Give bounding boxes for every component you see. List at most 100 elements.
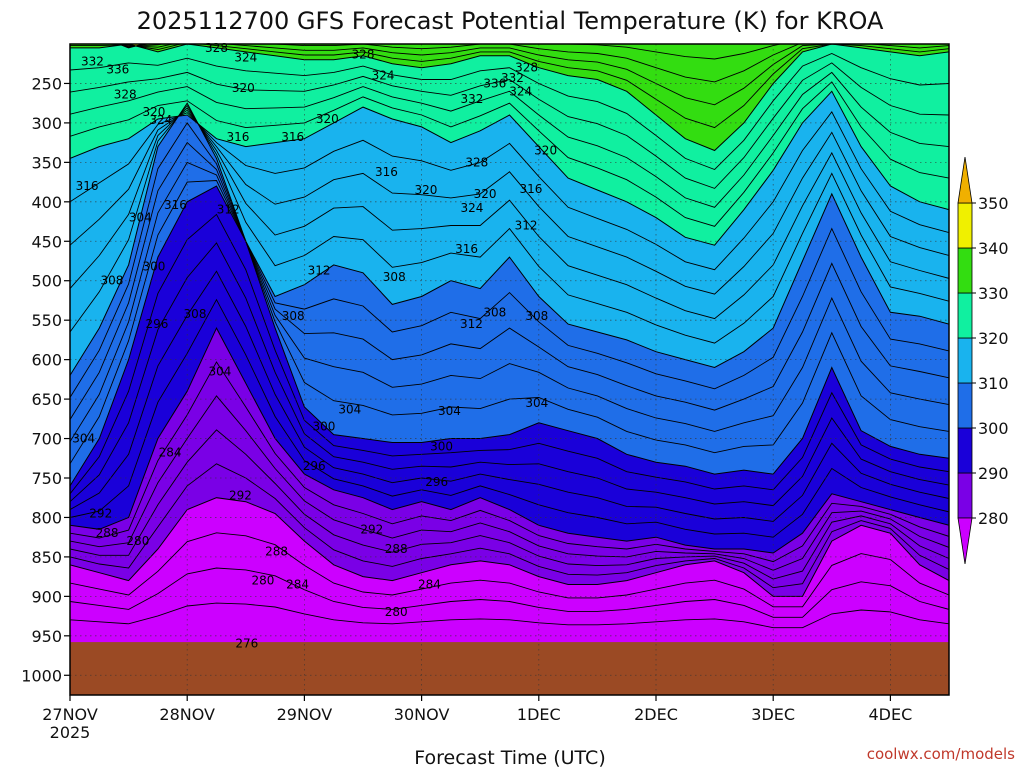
contour-label: 308: [101, 274, 124, 288]
isoline-minor: [70, 429, 949, 580]
colorbar-label: 320: [978, 329, 1009, 348]
contour-label: 312: [515, 218, 538, 232]
contour-label: 320: [534, 144, 557, 158]
y-tick-label: 1000: [21, 666, 62, 685]
isoline-minor: [70, 270, 949, 522]
isoline-minor: [103, 44, 949, 106]
contour-label: 304: [72, 432, 95, 446]
isoline-minor: [70, 62, 949, 189]
y-axis: 250 300 350 400 450 500 550 600 650 700 750 800 850 9…: [21, 74, 70, 685]
contour-label: 312: [460, 317, 483, 331]
colorbar-label: 290: [978, 464, 1009, 483]
filled-contour-bands: [70, 44, 949, 597]
colorbar-extend-top: [957, 156, 973, 204]
contour-label: 324: [509, 84, 532, 98]
x-tick-label: 29NOV: [277, 705, 333, 724]
colorbar-label: 350: [978, 194, 1009, 213]
y-tick-label: 300: [31, 114, 62, 133]
grid-lines: [70, 44, 949, 695]
colorbar-label: 300: [978, 419, 1009, 438]
contour-lines: [70, 44, 949, 629]
contour-label: 316: [455, 242, 478, 256]
y-tick-label: 350: [31, 153, 62, 172]
isoline-minor: [70, 567, 949, 618]
y-tick-label: 500: [31, 272, 62, 291]
isoline-320: [70, 90, 949, 246]
isoline-minor: [70, 141, 949, 420]
y-tick-label: 600: [31, 351, 62, 370]
isoline-minor: [70, 111, 949, 271]
contour-label: 328: [352, 47, 375, 61]
contour-label: 296: [145, 317, 168, 331]
isoline-minor: [70, 161, 949, 442]
contour-label: 288: [265, 544, 288, 558]
colorbar-segment: [957, 337, 973, 384]
contour-label: 316: [76, 179, 99, 193]
contour-label: 276: [235, 637, 258, 651]
contour-label: 308: [282, 309, 305, 323]
x-tick-label: 3DEC: [751, 705, 795, 724]
contour-label: 320: [474, 187, 497, 201]
isoline-minor: [70, 298, 949, 538]
contour-label: 332: [501, 71, 524, 85]
isoline-300: [70, 185, 949, 487]
contour-label: 296: [425, 475, 448, 489]
y-tick-label: 650: [31, 390, 62, 409]
x-tick-label: 27NOV: [42, 705, 98, 724]
plot-frame: [69, 43, 950, 696]
contour-label: 324: [372, 69, 395, 83]
isoline-minor: [70, 602, 949, 629]
contour-label: 292: [360, 522, 383, 536]
contour-label: 324: [234, 50, 257, 64]
isoline-minor: [70, 242, 949, 507]
y-tick-label: 550: [31, 311, 62, 330]
colorbar-label: 340: [978, 239, 1009, 258]
y-tick-label: 850: [31, 548, 62, 567]
x-tick-label: 28NOV: [159, 705, 215, 724]
isoline-minor: [70, 44, 949, 129]
isoline-minor: [70, 53, 949, 171]
contour-label: 280: [126, 534, 149, 548]
contour-label: 332: [460, 92, 483, 106]
colorbar-segment: [957, 292, 973, 339]
contour-label: 320: [143, 105, 166, 119]
isoline-minor: [70, 81, 949, 227]
contour-label: 284: [418, 578, 441, 592]
isoline-minor: [70, 71, 949, 208]
contour-label: 316: [375, 165, 398, 179]
colorbar-label: 280: [978, 509, 1009, 528]
contour-label: 328: [465, 155, 488, 169]
y-tick-label: 750: [31, 469, 62, 488]
y-tick-label: 400: [31, 193, 62, 212]
contour-label: 288: [385, 542, 408, 556]
contour-label: 328: [205, 41, 228, 55]
isoline-minor: [70, 213, 949, 495]
credit-text: coolwx.com/models: [867, 745, 1015, 763]
x-tick-sublabel: 2025: [50, 723, 91, 742]
isoline-minor: [70, 180, 949, 465]
ground-surface: [70, 642, 949, 695]
isoline-minor: [70, 122, 949, 398]
contour-label: 304: [129, 211, 152, 225]
contour-label: 316: [164, 198, 187, 212]
contour-label: 320: [415, 183, 438, 197]
colorbar: 280 290 300 310 320 330 340 350: [957, 156, 1009, 565]
contour-label: 304: [208, 364, 231, 378]
x-tick-label: 1DEC: [517, 705, 561, 724]
isoline-minor: [70, 109, 949, 295]
contour-label: 292: [89, 507, 112, 521]
isoline-minor: [70, 361, 949, 563]
y-tick-label: 700: [31, 430, 62, 449]
contour-label: 312: [308, 263, 331, 277]
contour-label: 300: [430, 439, 453, 453]
contour-label: 292: [229, 488, 252, 502]
plot-area: 3323363283203243283243203163163163043003…: [69, 41, 950, 696]
contour-label: 308: [483, 305, 506, 319]
contour-label: 308: [184, 307, 207, 321]
x-tick-label: 30NOV: [394, 705, 450, 724]
colorbar-extend-bottom: [957, 517, 973, 565]
contour-label: 316: [227, 130, 250, 144]
x-axis-label: Forecast Time (UTC): [414, 747, 605, 768]
